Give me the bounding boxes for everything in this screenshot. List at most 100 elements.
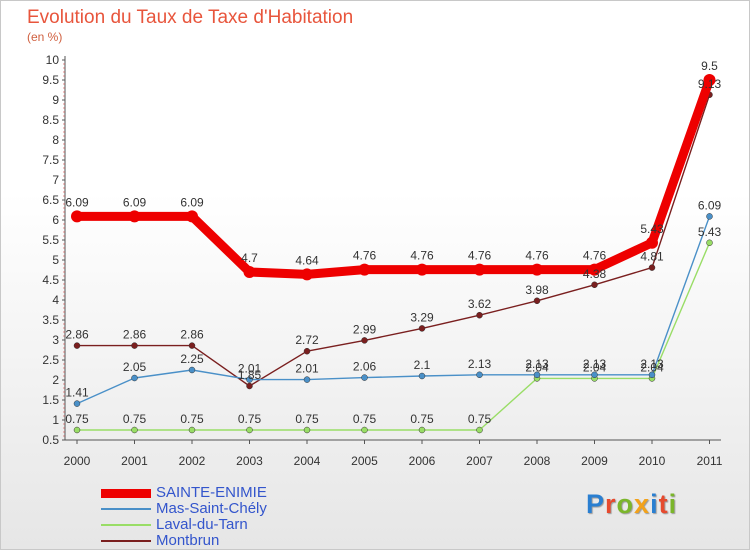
data-point <box>533 371 541 379</box>
data-point <box>303 347 311 355</box>
data-label: 2.04 <box>525 360 549 374</box>
data-point <box>188 366 196 374</box>
legend-label: Laval-du-Tarn <box>156 516 248 533</box>
data-point <box>648 371 656 379</box>
data-point <box>188 342 196 349</box>
data-point <box>588 263 601 276</box>
y-tick-label: 8 <box>52 133 59 147</box>
data-point <box>303 426 311 434</box>
data-label: 4.76 <box>353 249 377 263</box>
y-tick-label: 2.5 <box>42 353 59 367</box>
y-tick-label: 6 <box>52 213 59 227</box>
data-label: 4.76 <box>583 249 607 263</box>
data-label: 2.72 <box>295 333 319 347</box>
data-point <box>706 239 713 247</box>
legend-label: SAINTE-ENIMIE <box>156 484 267 501</box>
data-label: 2.25 <box>180 352 204 366</box>
y-tick-label: 3.5 <box>42 313 59 327</box>
data-label: 2.99 <box>353 322 377 336</box>
x-tick-label: 2002 <box>179 454 206 468</box>
data-point <box>418 426 426 434</box>
y-tick-label: 7.5 <box>42 153 59 167</box>
data-point <box>473 263 486 276</box>
chart-title: Evolution du Taux de Taxe d'Habitation <box>27 7 354 28</box>
data-label: 0.75 <box>468 412 492 426</box>
data-label: 2.13 <box>583 357 607 371</box>
data-label: 0.75 <box>353 412 377 426</box>
data-point <box>418 325 426 332</box>
data-label: 4.7 <box>241 251 258 265</box>
data-point <box>476 371 483 379</box>
x-tick-label: 2011 <box>697 454 723 468</box>
x-tick-label: 2001 <box>121 454 148 468</box>
x-tick-label: 2003 <box>236 454 263 468</box>
data-label: 0.75 <box>410 412 434 426</box>
data-point <box>531 263 543 276</box>
data-point <box>128 210 141 223</box>
data-point <box>361 337 368 344</box>
data-label: 2.13 <box>468 357 492 371</box>
data-point <box>188 426 196 434</box>
legend-swatch <box>101 508 151 510</box>
data-point <box>71 210 83 223</box>
data-point <box>703 74 716 86</box>
data-label: 6.09 <box>180 195 204 209</box>
data-point <box>358 263 371 276</box>
x-tick-label: 2010 <box>639 454 666 468</box>
legend-swatch <box>101 540 151 542</box>
data-point <box>648 264 656 271</box>
x-tick-label: 2008 <box>524 454 551 468</box>
series-line-0 <box>77 78 714 279</box>
data-label: 2.13 <box>640 357 664 371</box>
legend-swatch <box>101 489 151 498</box>
y-tick-label: 3 <box>52 333 59 347</box>
data-point <box>186 210 198 223</box>
data-point <box>706 213 713 220</box>
data-label: 2.86 <box>123 328 147 342</box>
data-label: 3.98 <box>525 283 549 297</box>
data-label: 0.75 <box>295 412 319 426</box>
data-label: 4.64 <box>295 253 319 267</box>
data-label: 2.04 <box>640 360 664 374</box>
data-point <box>131 426 138 434</box>
data-label: 1.85 <box>238 368 262 382</box>
data-label: 0.75 <box>180 412 204 426</box>
data-point <box>533 297 541 305</box>
series-line-2 <box>77 242 711 431</box>
data-point <box>476 311 483 319</box>
y-tick-label: 5.5 <box>42 233 59 247</box>
data-label: 2.01 <box>238 362 262 376</box>
x-tick-label: 2006 <box>409 454 436 468</box>
data-point <box>301 268 313 281</box>
legend-label: Mas-Saint-Chély <box>156 500 267 517</box>
data-label: 5.43 <box>698 225 722 239</box>
data-label: 0.75 <box>238 412 262 426</box>
data-label: 6.09 <box>123 195 147 209</box>
data-point <box>361 426 368 434</box>
data-label: 6.09 <box>698 198 722 212</box>
data-point <box>131 374 138 382</box>
data-point <box>246 426 253 434</box>
data-label: 1.41 <box>65 386 89 400</box>
data-label: 2.86 <box>180 328 204 342</box>
y-tick-label: 9 <box>52 93 59 107</box>
x-tick-label: 2000 <box>64 454 91 468</box>
data-point <box>416 263 428 276</box>
legend-label: Montbrun <box>156 532 220 549</box>
data-label: 2.04 <box>583 360 607 374</box>
data-point <box>73 342 81 349</box>
y-tick-label: 10 <box>46 53 60 67</box>
data-label: 4.38 <box>583 267 607 281</box>
y-tick-label: 4 <box>52 293 59 307</box>
y-tick-label: 1.5 <box>42 393 59 407</box>
data-label: 0.75 <box>123 412 147 426</box>
x-tick-label: 2007 <box>466 454 493 468</box>
data-point <box>476 426 483 434</box>
data-label: 2.05 <box>123 360 147 374</box>
data-point <box>303 376 311 383</box>
data-label: 6.09 <box>65 195 89 209</box>
legend-swatch <box>101 524 151 526</box>
data-point <box>646 236 658 249</box>
data-point <box>131 342 138 349</box>
